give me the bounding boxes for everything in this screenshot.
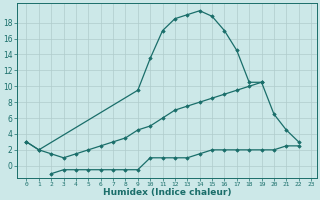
X-axis label: Humidex (Indice chaleur): Humidex (Indice chaleur) xyxy=(103,188,231,197)
